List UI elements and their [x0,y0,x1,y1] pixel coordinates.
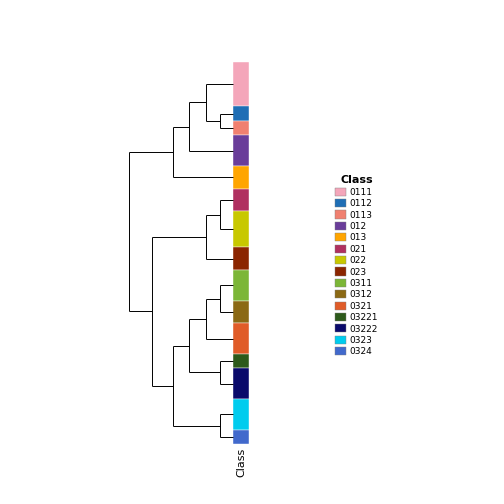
Bar [233,430,249,444]
Bar [233,135,249,166]
Bar [233,247,249,270]
Legend: 0111, 0112, 0113, 012, 013, 021, 022, 023, 0311, 0312, 0321, 03221, 03222, 0323,: 0111, 0112, 0113, 012, 013, 021, 022, 02… [333,174,380,358]
Bar [233,188,249,211]
Bar [233,121,249,135]
Bar [233,211,249,247]
Bar [233,368,249,399]
Bar [233,323,249,354]
Bar [233,301,249,323]
Text: Class: Class [236,448,246,477]
Bar [233,166,249,188]
Bar [233,270,249,301]
Bar [233,354,249,368]
Bar [233,399,249,430]
Bar [233,62,249,106]
Bar [233,106,249,121]
